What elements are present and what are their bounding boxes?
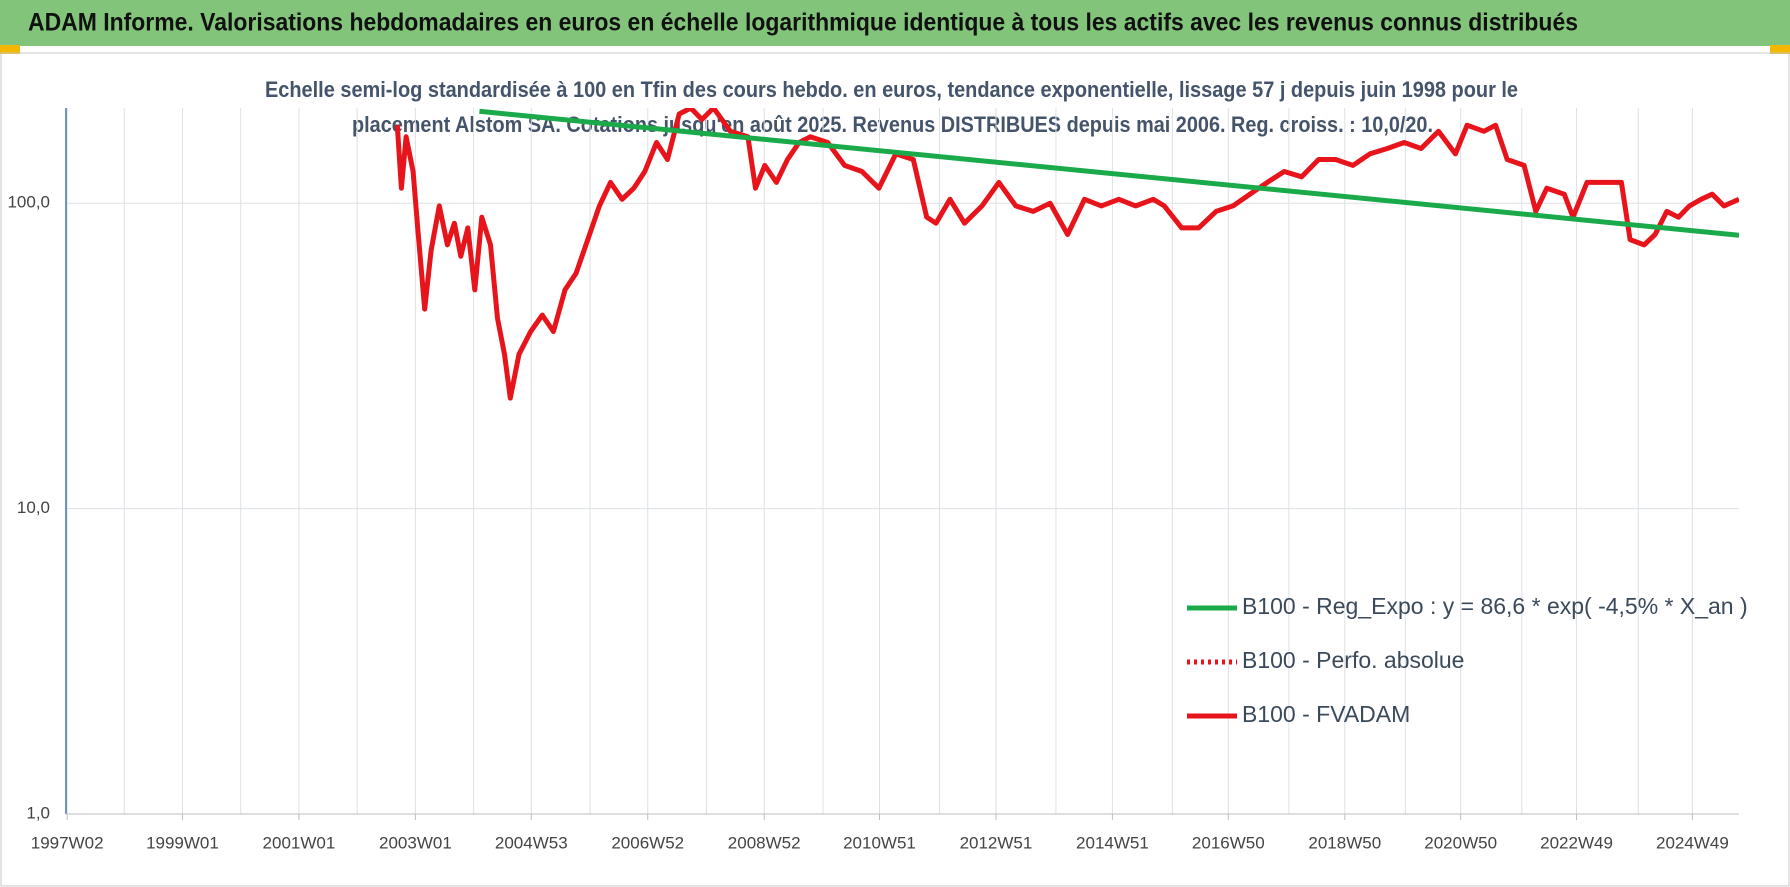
x-tick-label: 2014W51 [1076,833,1149,852]
y-tick-label: 100,0 [7,193,50,212]
frame [0,52,1790,887]
legend-label: B100 - Reg_Expo : y = 86,6 * exp( -4,5% … [1242,593,1748,619]
x-tick-label: 2008W52 [728,833,801,852]
legend-label: B100 - FVADAM [1242,701,1410,727]
x-tick-label: 2022W49 [1540,833,1613,852]
chart-title: ADAM Informe. Valorisations hebdomadaire… [28,9,1578,37]
x-tick-label: 2004W53 [495,833,568,852]
series-line [479,108,1739,238]
x-tick-label: 2020W50 [1424,833,1497,852]
corner-mark [0,45,20,54]
series-group [394,108,1739,401]
x-tick-label: 2001W01 [263,833,336,852]
chart-subtitle: Echelle semi-log standardisée à 100 en T… [265,77,1518,102]
y-tick-label: 10,0 [17,498,50,517]
x-tick-label: 2024W49 [1656,833,1729,852]
x-tick-label: 2006W52 [611,833,684,852]
series-line [394,108,1739,401]
corner-mark [1770,45,1790,54]
y-tick-label: 1,0 [26,803,50,822]
x-tick-label: 2016W50 [1192,833,1265,852]
x-tick-label: 1999W01 [146,833,219,852]
x-tick-label: 2018W50 [1308,833,1381,852]
title-bar [0,0,1790,46]
x-tick-label: 2003W01 [379,833,452,852]
x-tick-label: 1997W02 [31,833,104,852]
x-tick-label: 2010W51 [843,833,916,852]
x-tick-label: 2012W51 [960,833,1033,852]
legend-label: B100 - Perfo. absolue [1242,647,1464,673]
